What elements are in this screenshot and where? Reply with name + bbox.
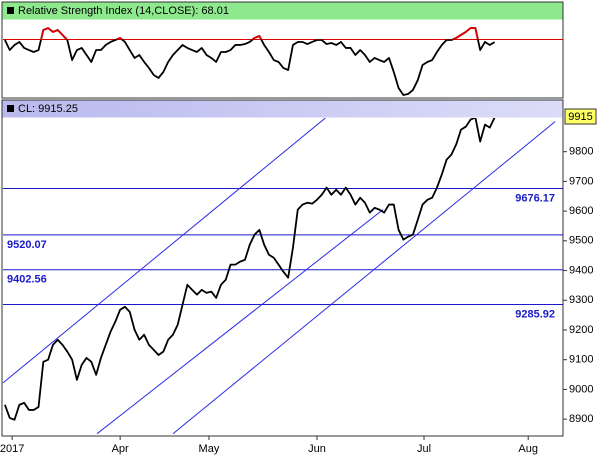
x-tick-label: Jun <box>308 443 326 455</box>
y-tick-label: 9700 <box>569 175 593 187</box>
rsi-title: Relative Strength Index (14,CLOSE): 68.0… <box>18 5 229 17</box>
level-label: 9676.17 <box>515 192 555 204</box>
rsi-plot <box>3 27 563 96</box>
x-tick-label: 2017 <box>0 443 24 455</box>
header-icon <box>7 105 14 112</box>
trend-line <box>96 209 384 435</box>
axes: 8900 9000 9100 9200 9300 9400 9500 9600 9700 9800… <box>0 146 593 455</box>
level-label: 9285.92 <box>515 308 555 320</box>
y-tick-label: 9400 <box>569 264 593 276</box>
price-tag-box <box>564 108 597 125</box>
price-title: CL: 9915.25 <box>18 103 78 115</box>
level-label: 9402.56 <box>7 274 47 286</box>
y-tick-label: 9500 <box>569 235 593 247</box>
x-tick-label: Aug <box>518 443 538 455</box>
y-tick-label: 9600 <box>569 205 593 217</box>
data-line <box>4 118 496 421</box>
price-panel <box>1 99 564 437</box>
price-header <box>2 100 563 118</box>
level-label: 9520.07 <box>7 239 47 251</box>
x-tick-label: Jul <box>417 443 431 455</box>
y-tick-label: 9300 <box>569 294 593 306</box>
x-tick-label: May <box>199 443 220 455</box>
trend-line <box>2 118 327 384</box>
y-tick-label: 9200 <box>569 324 593 336</box>
y-tick-label: 8900 <box>569 413 593 425</box>
header-icon <box>7 7 14 14</box>
y-tick-label: 9100 <box>569 354 593 366</box>
x-tick-label: Apr <box>112 443 129 455</box>
y-tick-label: 9000 <box>569 383 593 395</box>
data-line <box>4 27 496 96</box>
y-tick-label: 9800 <box>569 146 593 158</box>
rsi-header <box>2 2 563 20</box>
price-plot: 9676.17 9520.07 9402.56 9285.92 <box>2 118 563 435</box>
trend-line <box>172 121 556 435</box>
price-tag: 9915 <box>568 111 592 123</box>
